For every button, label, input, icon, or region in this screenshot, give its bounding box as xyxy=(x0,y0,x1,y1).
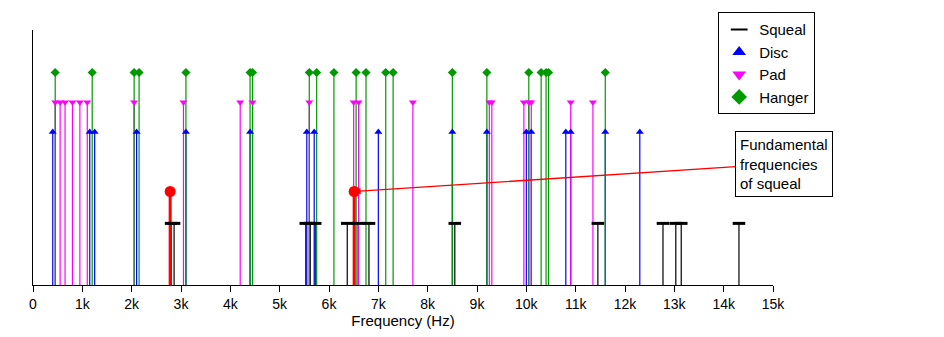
svg-text:6k: 6k xyxy=(322,296,338,312)
svg-text:2k: 2k xyxy=(124,296,140,312)
svg-text:9k: 9k xyxy=(470,296,486,312)
svg-text:1k: 1k xyxy=(75,296,91,312)
svg-text:Frequency (Hz): Frequency (Hz) xyxy=(351,312,454,329)
svg-text:10k: 10k xyxy=(515,296,539,312)
svg-text:15k: 15k xyxy=(762,296,786,312)
svg-text:Pad: Pad xyxy=(759,66,786,83)
svg-text:5k: 5k xyxy=(272,296,288,312)
svg-text:Hanger: Hanger xyxy=(759,89,808,106)
svg-text:11k: 11k xyxy=(565,296,588,312)
svg-text:13k: 13k xyxy=(663,296,687,312)
svg-text:7k: 7k xyxy=(371,296,387,312)
svg-text:12k: 12k xyxy=(614,296,638,312)
svg-text:Disc: Disc xyxy=(759,44,789,61)
svg-text:3k: 3k xyxy=(174,296,190,312)
svg-text:Fundamentalfrequenciesof squea: Fundamentalfrequenciesof squeal xyxy=(740,136,828,192)
svg-text:0: 0 xyxy=(29,296,37,312)
svg-text:Squeal: Squeal xyxy=(759,21,806,38)
svg-text:8k: 8k xyxy=(420,296,436,312)
svg-text:4k: 4k xyxy=(223,296,239,312)
svg-text:14k: 14k xyxy=(712,296,736,312)
